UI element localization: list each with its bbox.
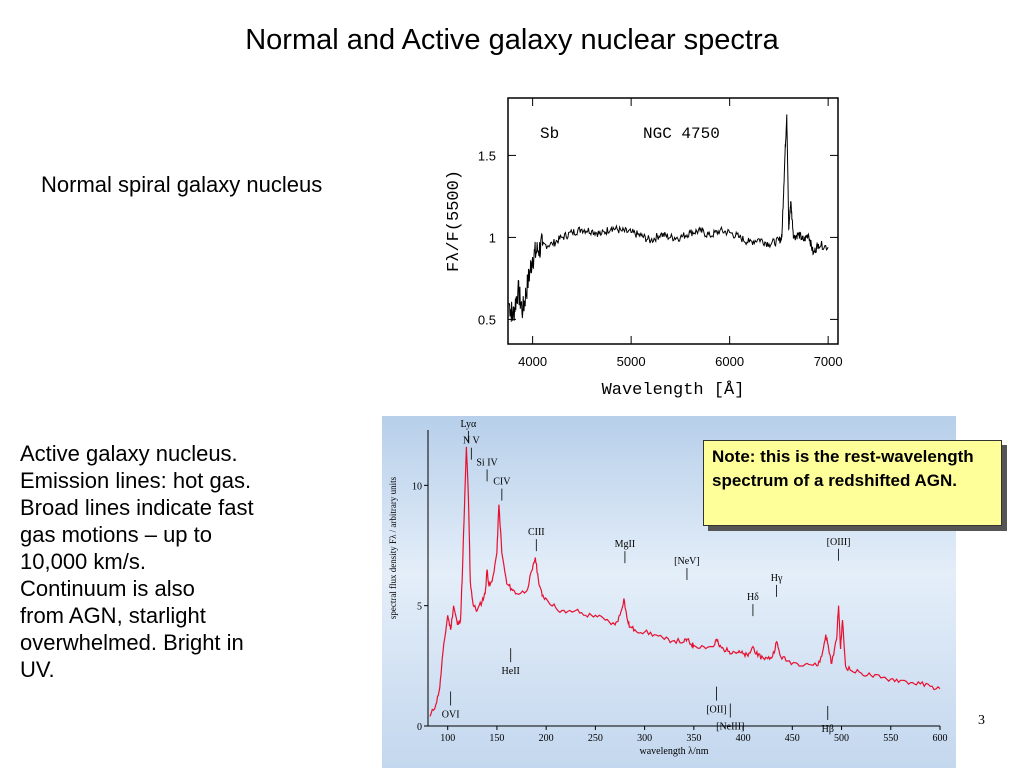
y-tick-label: 1.5 xyxy=(478,148,496,163)
emission-line-label: [NeIII] xyxy=(716,722,744,733)
y-axis-label: spectral flux density Fλ / arbitrary uni… xyxy=(388,476,398,619)
x-tick-label: 350 xyxy=(686,733,701,744)
emission-line-label: [NeV] xyxy=(674,556,700,567)
y-tick-label: 1 xyxy=(489,230,496,245)
x-tick-label: 150 xyxy=(489,733,504,744)
agn-text-line: Active galaxy nucleus. xyxy=(20,441,238,466)
y-tick-label: 0 xyxy=(417,722,422,733)
x-tick-label: 100 xyxy=(440,733,455,744)
x-tick-label: 600 xyxy=(933,733,948,744)
x-tick-label: 550 xyxy=(883,733,898,744)
x-tick-label: 400 xyxy=(736,733,751,744)
normal-galaxy-label: Normal spiral galaxy nucleus xyxy=(41,172,323,197)
emission-line-label: Hδ xyxy=(747,592,759,603)
emission-line-label: CIV xyxy=(493,477,511,488)
slide-title: Normal and Active galaxy nuclear spectra xyxy=(245,24,779,56)
emission-line-label: Lyα xyxy=(460,419,477,430)
x-tick-label: 450 xyxy=(785,733,800,744)
galaxy-type-annotation: Sb xyxy=(540,125,559,143)
y-tick-label: 5 xyxy=(417,602,422,613)
note-box: Note: this is the rest-wavelength spectr… xyxy=(703,440,1002,526)
galaxy-name-annotation: NGC 4750 xyxy=(643,125,720,143)
x-tick-label: 4000 xyxy=(518,354,547,369)
x-axis-label: Wavelength [Å] xyxy=(602,381,745,400)
spectrum-line xyxy=(508,114,829,322)
plot-frame xyxy=(507,97,839,345)
agn-text-line: overwhelmed. Bright in xyxy=(20,630,244,655)
y-axis-label: Fλ/F(5500) xyxy=(445,170,464,272)
agn-spectrum-line xyxy=(429,446,941,717)
agn-text-line: Continuum is also xyxy=(20,576,195,601)
x-axis-label: wavelength λ/nm xyxy=(640,746,709,757)
y-tick-label: 10 xyxy=(412,481,422,492)
page-number: 3 xyxy=(978,713,985,728)
emission-line-label: N V xyxy=(463,436,481,447)
y-tick-label: 0.5 xyxy=(478,312,496,327)
emission-line-label: Hβ xyxy=(822,724,834,735)
normal-spectrum-chart: 4000 5000 6000 7000 0.5 1 1.5 Wavelength [Å] Fλ/… xyxy=(445,97,843,400)
emission-line-label: OVI xyxy=(442,709,460,720)
agn-text-line: 10,000 km/s. xyxy=(20,549,146,574)
emission-line-label: MgII xyxy=(615,539,636,550)
x-tick-label: 5000 xyxy=(617,354,646,369)
emission-line-label: Hγ xyxy=(771,573,783,584)
emission-line-label: [OIII] xyxy=(827,537,851,548)
agn-text-line: Broad lines indicate fast xyxy=(20,495,254,520)
x-tick-label: 6000 xyxy=(715,354,744,369)
emission-line-label: Si IV xyxy=(476,457,498,468)
agn-text-line: Emission lines: hot gas. xyxy=(20,468,252,493)
agn-text-line: gas motions – up to xyxy=(20,522,213,547)
emission-line-label: HeII xyxy=(502,666,520,677)
agn-text-line: from AGN, starlight xyxy=(20,603,206,628)
agn-description: Active galaxy nucleus. Emission lines: h… xyxy=(20,440,350,683)
agn-text-line: UV. xyxy=(20,657,55,682)
emission-line-label: [OII] xyxy=(706,705,727,716)
x-tick-label: 7000 xyxy=(814,354,843,369)
emission-line-label: CIII xyxy=(528,527,545,538)
x-tick-label: 200 xyxy=(539,733,554,744)
x-tick-label: 500 xyxy=(834,733,849,744)
x-tick-label: 250 xyxy=(588,733,603,744)
x-tick-label: 300 xyxy=(637,733,652,744)
